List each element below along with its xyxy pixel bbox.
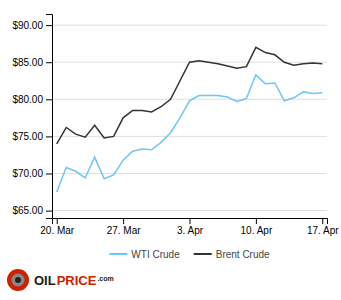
x-tick: 27. Mar [107,218,142,236]
legend-swatch [109,253,127,255]
y-axis: $65.00 $70.00 $75.00 $80.00 $85.00 $90.00 [12,15,52,219]
grid-line [52,25,327,26]
grid-line [52,210,327,211]
legend-item: WTI Crude [109,249,180,260]
x-tick: 17. Apr [307,218,339,236]
x-tick: 3. Apr [177,218,204,236]
y-tick-mark [46,136,52,137]
y-tick-mark [46,211,52,212]
x-tick-label: 17. Apr [307,225,339,236]
logo-icon [7,269,29,291]
grid-line [52,173,327,174]
series-line [57,75,323,192]
x-tick-mark [190,218,191,224]
x-tick: 20. Mar [40,218,75,236]
logo-icon [15,277,21,283]
y-tick-label: $70.00 [12,168,43,179]
x-tick-label: 27. Mar [107,225,142,236]
x-tick-mark [256,218,257,224]
legend-item: Brent Crude [194,249,270,260]
y-tick: $70.00 [12,168,52,179]
y-tick-label: $80.00 [12,94,43,105]
x-tick: 10. Apr [241,218,273,236]
legend-swatch [194,253,212,255]
legend-label: Brent Crude [216,249,270,260]
y-tick-label: $90.00 [12,20,43,31]
y-tick-mark [46,62,52,63]
y-tick: $90.00 [12,20,52,31]
legend: WTI Crude Brent Crude [109,249,270,260]
x-tick-mark [123,218,124,224]
x-axis: 20. Mar 27. Mar 3. Apr 10. Apr 17. Apr [40,218,339,236]
y-tick-mark [46,25,52,26]
x-tick-label: 10. Apr [241,225,273,236]
plot-area: 20. Mar 27. Mar 3. Apr 10. Apr 17. Apr $65.00… [12,15,339,237]
y-tick: $65.00 [12,205,52,216]
y-tick-label: $65.00 [12,205,43,216]
logo-icon [12,274,25,287]
y-tick: $75.00 [12,131,52,142]
y-tick-label: $75.00 [12,131,43,142]
y-tick: $80.00 [12,94,52,105]
series-line [57,47,323,143]
logo: OILPRICE.com [7,269,114,291]
annotation: .com [97,275,113,282]
annotation: OIL [34,273,56,288]
grid-line [52,136,327,137]
x-tick-label: 20. Mar [40,225,75,236]
y-tick-mark [46,173,52,174]
lines [57,47,323,192]
chart: 20. Mar 27. Mar 3. Apr 10. Apr 17. Apr $65.00… [0,0,341,300]
legend-label: WTI Crude [131,249,180,260]
x-tick-mark [322,218,323,224]
y-tick-label: $85.00 [12,57,43,68]
y-axis-line [46,15,53,219]
x-tick-label: 3. Apr [177,225,204,236]
grid [52,25,327,210]
y-tick: $85.00 [12,57,52,68]
y-tick-mark [46,99,52,100]
x-axis-line [53,219,328,225]
annotation: PRICE [57,273,97,288]
x-tick-mark [57,218,58,224]
